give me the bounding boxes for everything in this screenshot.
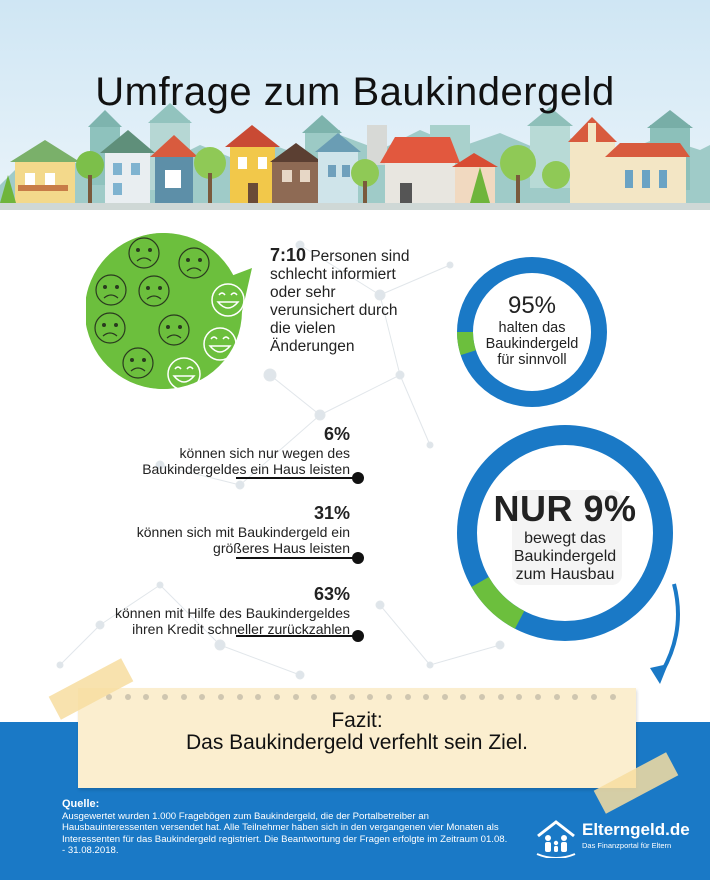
conclusion-note: Fazit: Das Baukindergeld verfehlt sein Z…	[78, 688, 636, 788]
donut-9-value: NUR 9%	[493, 488, 637, 529]
donut-9-label: NUR 9% bewegt das Baukindergeld zum Haus…	[482, 488, 648, 584]
bubble-stat: 7:10 Personen sind schlecht informiert o…	[270, 246, 420, 356]
logo-name: Elterngeld.de	[582, 820, 690, 839]
stat-31-rule	[236, 557, 356, 559]
donut-9	[457, 425, 673, 641]
stat-63: 63% können mit Hilfe des Baukindergeldes…	[114, 584, 350, 637]
conclusion-text: Fazit: Das Baukindergeld verfehlt sein Z…	[78, 710, 636, 754]
bubble-stat-ratio: 7:10	[270, 245, 307, 265]
donut-95-label: 95% halten das Baukindergeld für sinnvol…	[470, 292, 594, 368]
stat-6-rule	[236, 477, 356, 479]
conclusion-statement: Das Baukindergeld verfehlt sein Ziel.	[185, 731, 528, 754]
bubble-stat-text: Personen sind schlecht informiert oder s…	[270, 248, 410, 355]
sad-face-icon	[94, 237, 210, 379]
stat-31: 31% können sich mit Baukindergeld ein gr…	[136, 503, 350, 556]
stat-6: 6% können sich nur wegen des Baukinderge…	[142, 424, 350, 477]
stat-31-dot	[352, 552, 364, 564]
brand-logo[interactable]: Elterngeld.de Das Finanzportal für Elter…	[534, 818, 694, 858]
note-holes	[106, 694, 616, 702]
stat-63-rule	[236, 635, 356, 637]
source-note: Quelle: Ausgewertet wurden 1.000 Fragebö…	[62, 798, 512, 857]
source-text: Ausgewertet wurden 1.000 Fragebögen zum …	[62, 810, 508, 857]
happy-face-icon	[167, 283, 245, 391]
faces-bubble	[86, 232, 252, 391]
stat-63-dot	[352, 630, 364, 642]
house-watermark-icon	[512, 490, 622, 585]
stat-6-dot	[352, 472, 364, 484]
donut-95-green-segment	[457, 331, 476, 356]
donut-9-green-segment	[471, 576, 525, 629]
town-illustration	[0, 103, 710, 210]
conclusion-label: Fazit:	[331, 709, 383, 732]
family-house-icon	[536, 820, 576, 858]
source-label: Quelle:	[62, 798, 100, 810]
donut-95-value: 95%	[507, 292, 557, 319]
donut-95	[457, 257, 607, 407]
page-title: Umfrage zum Baukindergeld	[95, 70, 615, 114]
logo-tagline: Das Finanzportal für Eltern	[582, 841, 672, 850]
curved-arrow-icon	[650, 583, 680, 684]
network-decoration	[56, 240, 505, 680]
